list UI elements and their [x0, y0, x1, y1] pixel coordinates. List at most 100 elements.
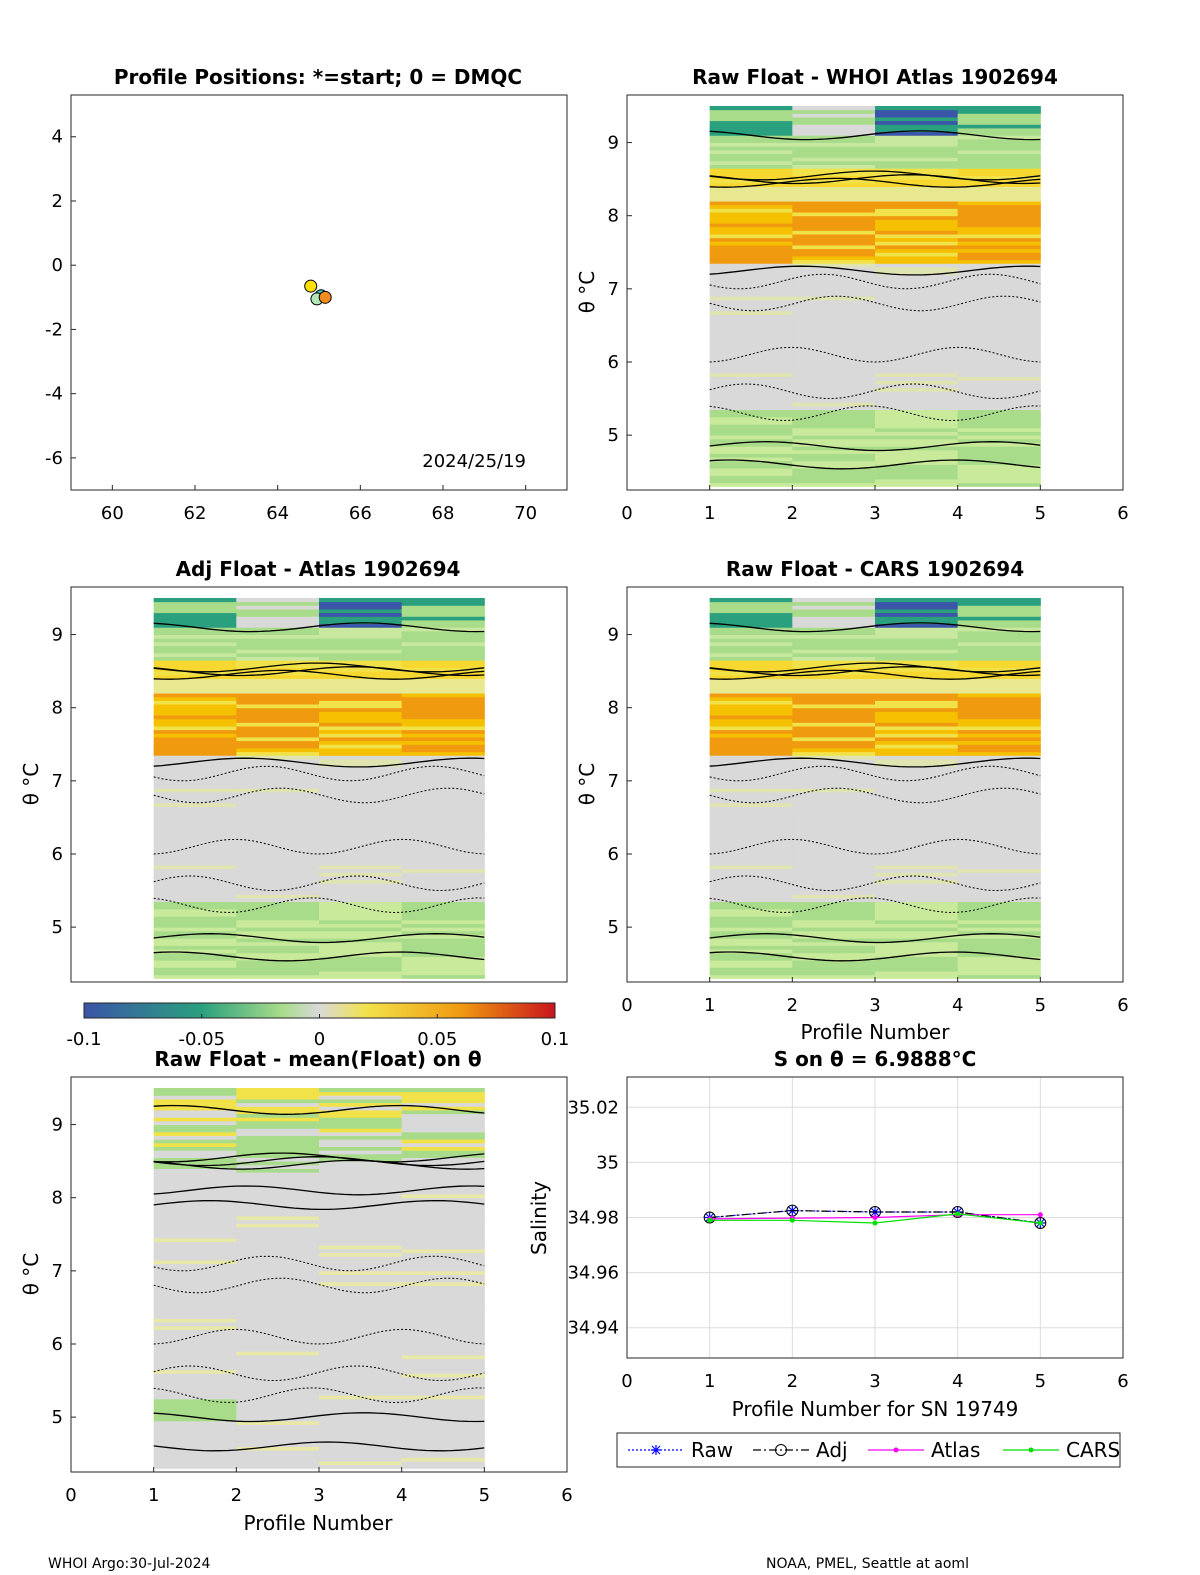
heatmap-cell: [319, 777, 403, 782]
heatmap-cell: [319, 1442, 403, 1447]
heatmap-cell: [875, 667, 959, 672]
heatmap-cell: [236, 616, 320, 621]
heatmap-cell: [709, 897, 793, 903]
heatmap-cell: [709, 872, 793, 877]
heatmap-cell: [153, 638, 237, 643]
heatmap-cell: [709, 160, 793, 165]
heatmap-cell: [875, 116, 959, 122]
heatmap-cell: [875, 413, 959, 418]
contour-line-dotted: [709, 273, 1041, 290]
heatmap-cell: [401, 1446, 485, 1451]
heatmap-cell: [709, 875, 793, 881]
xtick-label: 6: [1117, 995, 1128, 1016]
positions-panel: Profile Positions: *=start; 0 = DMQC 60 6…: [45, 65, 568, 524]
heatmap-cell: [792, 442, 876, 447]
heatmap-cell: [957, 667, 1041, 672]
heatmap-cell: [236, 597, 320, 603]
heatmap-cell: [792, 619, 876, 625]
heatmap-cell: [957, 193, 1041, 198]
heatmap-cell: [957, 623, 1041, 628]
heatmap-cell: [792, 601, 876, 606]
heatmap-cell: [957, 960, 1041, 965]
heatmap-cell: [792, 431, 876, 436]
heatmap-cell: [792, 168, 876, 173]
raw-mean-heatmap: [71, 1077, 567, 1472]
heatmap-cell: [153, 857, 237, 862]
heatmap-cell: [319, 1248, 403, 1254]
heatmap-cell: [153, 1208, 237, 1213]
heatmap-cell: [401, 1201, 485, 1206]
heatmap-cell: [236, 623, 320, 628]
heatmap-cell: [319, 1146, 403, 1151]
heatmap-cell: [792, 894, 876, 899]
heatmap-cell: [319, 1329, 403, 1334]
contour-line: [153, 1441, 485, 1452]
heatmap-cell: [957, 641, 1041, 647]
heatmap-cell: [153, 784, 237, 789]
heatmap-cell: [401, 1292, 485, 1297]
heatmap-cell: [709, 930, 793, 935]
heatmap-cell: [957, 307, 1041, 312]
salinity-ytick-label: 34.98: [567, 1208, 619, 1229]
heatmap-cell: [319, 824, 403, 829]
heatmap-cell: [792, 850, 876, 855]
heatmap-cell: [709, 347, 793, 352]
heatmap-cell: [875, 164, 959, 169]
heatmap-cell: [153, 1186, 237, 1191]
heatmap-cell: [153, 725, 237, 731]
adj-atlas-title: Adj Float - Atlas 1902694: [176, 557, 461, 581]
heatmap-cell: [236, 853, 320, 859]
heatmap-cell: [957, 806, 1041, 811]
heatmap-cell: [153, 821, 237, 826]
heatmap-cell: [709, 325, 793, 330]
positions-xtick-label: 70: [514, 503, 537, 524]
heatmap-cell: [236, 835, 320, 840]
heatmap-cell: [875, 105, 959, 111]
xtick-label: 0: [621, 995, 632, 1016]
heatmap-cell: [401, 685, 485, 690]
heatmap-cell: [875, 758, 959, 764]
heatmap-cell: [401, 1215, 485, 1221]
heatmap-cell: [153, 1212, 237, 1217]
heatmap-cell: [319, 1117, 403, 1122]
heatmap-cell: [792, 868, 876, 873]
heatmap-cell: [709, 832, 793, 837]
heatmap-cell: [401, 861, 485, 866]
heatmap-cell: [709, 671, 793, 676]
heatmap-cell: [236, 1168, 320, 1173]
heatmap-cell: [236, 1150, 320, 1155]
heatmap-cell: [319, 700, 403, 705]
heatmap-cell: [153, 930, 237, 935]
heatmap-cell: [153, 886, 237, 892]
heatmap-cell: [401, 1442, 485, 1447]
heatmap-cell: [875, 186, 959, 191]
raw-whoi-panel: Raw Float - WHOI Atlas 1902694 0 1 2 3 4 5 656…: [575, 65, 1129, 524]
heatmap-cell: [401, 1435, 485, 1440]
heatmap-cell: [153, 1098, 237, 1104]
heatmap-cell: [792, 270, 876, 275]
heatmap-cell: [957, 711, 1041, 716]
heatmap-cell: [957, 281, 1041, 286]
heatmap-cell: [709, 674, 793, 679]
heatmap-cell: [792, 358, 876, 363]
heatmap-cell: [153, 1431, 237, 1436]
heatmap-cell: [319, 729, 403, 734]
heatmap-cell: [153, 1205, 237, 1210]
heatmap-cell: [957, 277, 1041, 283]
heatmap-cell: [709, 850, 793, 855]
heatmap-cell: [709, 116, 793, 122]
heatmap-cell: [401, 934, 485, 939]
heatmap-cell: [709, 475, 793, 480]
heatmap-cell: [236, 707, 320, 712]
heatmap-cell: [153, 1457, 237, 1462]
heatmap-cell: [319, 1194, 403, 1199]
heatmap-cell: [957, 725, 1041, 731]
heatmap-cell: [236, 1256, 320, 1261]
heatmap-cell: [957, 405, 1041, 411]
contour-line: [153, 1156, 485, 1167]
heatmap-cell: [792, 142, 876, 147]
heatmap-cell: [236, 963, 320, 968]
contour-line: [709, 170, 1041, 181]
salinity-point-adj: [703, 1211, 716, 1224]
